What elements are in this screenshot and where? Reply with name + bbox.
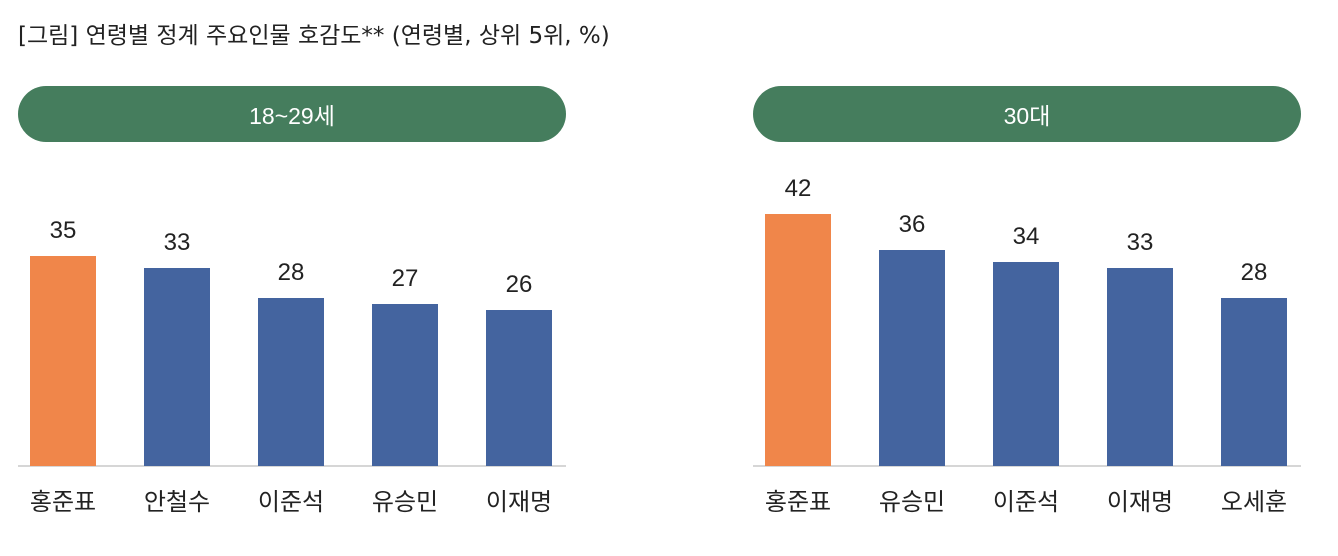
data-label: 36 <box>899 211 926 238</box>
bar-이준석 <box>258 298 324 466</box>
chart-18-29: 18~29세 35 홍준표 33 안철수 28 이준석 27 유승민 26 이재명 <box>18 86 566 546</box>
bar-chart-plot: 42 홍준표 36 유승민 34 이준석 33 이재명 28 오세훈 <box>753 175 1301 516</box>
category-label: 홍준표 <box>765 488 831 516</box>
bar-안철수 <box>144 268 210 466</box>
data-label: 42 <box>785 175 812 202</box>
bar-chart-plot: 35 홍준표 33 안철수 28 이준석 27 유승민 26 이재명 <box>18 217 566 516</box>
category-label: 유승민 <box>879 488 945 516</box>
bar-이준석 <box>993 262 1059 466</box>
chart-header-pill: 30대 <box>753 86 1301 142</box>
data-label: 35 <box>50 217 77 244</box>
data-label: 33 <box>1127 229 1154 256</box>
data-label: 34 <box>1013 223 1040 250</box>
data-label: 28 <box>1241 259 1268 286</box>
chart-30s: 30대 42 홍준표 36 유승민 34 이준석 33 이재명 28 오세훈 <box>753 86 1301 546</box>
figure-title: [그림] 연령별 정계 주요인물 호감도** (연령별, 상위 5위, %) <box>18 23 610 49</box>
category-label: 오세훈 <box>1221 488 1287 516</box>
category-label: 이준석 <box>258 488 324 516</box>
category-label: 유승민 <box>372 488 438 516</box>
category-label: 이재명 <box>486 488 552 516</box>
category-label: 이준석 <box>993 488 1059 516</box>
category-label: 홍준표 <box>30 488 96 516</box>
category-label: 안철수 <box>144 488 210 516</box>
category-label: 이재명 <box>1107 488 1173 516</box>
bar-이재명 <box>486 310 552 466</box>
bar-홍준표 <box>30 256 96 466</box>
data-label: 27 <box>392 265 419 292</box>
bar-유승민 <box>372 304 438 466</box>
data-label: 28 <box>278 259 305 286</box>
chart-header-pill: 18~29세 <box>18 86 566 142</box>
bar-이재명 <box>1107 268 1173 466</box>
bar-유승민 <box>879 250 945 466</box>
data-label: 26 <box>506 271 533 298</box>
bar-오세훈 <box>1221 298 1287 466</box>
data-label: 33 <box>164 229 191 256</box>
bar-홍준표 <box>765 214 831 466</box>
